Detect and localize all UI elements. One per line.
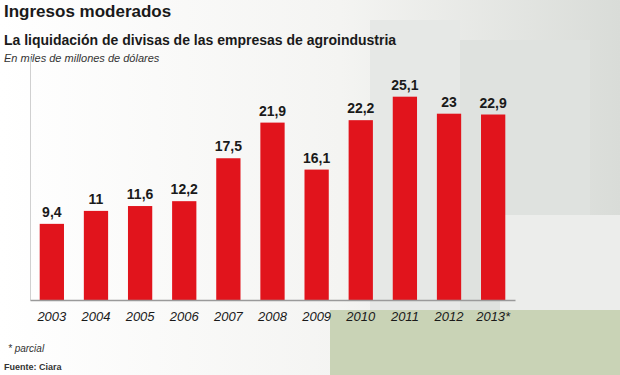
y-axis: [30, 58, 31, 301]
subtitle: La liquidación de divisas de las empresa…: [4, 32, 396, 48]
background: [0, 0, 620, 375]
x-axis-line: [31, 300, 516, 302]
bar: [304, 170, 328, 300]
data-labels: 9,4 11 11,6 12,2 17,5 21,9 16,1 22,2 25,1 23 22,9: [42, 77, 507, 220]
y-axis-line: [30, 58, 31, 301]
x-tick-label: 2008: [257, 309, 288, 324]
data-label: 9,4: [42, 204, 62, 220]
bar: [393, 97, 417, 300]
x-tick-label: 2004: [81, 309, 111, 324]
bar: [349, 120, 373, 300]
y-axis-label: En miles de millones de dólares: [4, 52, 160, 64]
data-label: 23: [441, 94, 457, 110]
x-tick: 2009: [301, 309, 331, 324]
x-tick-label: 2009: [301, 309, 331, 324]
x-tick: 2011: [390, 309, 419, 324]
x-tick-label: 2013*: [475, 309, 511, 324]
bar: [260, 123, 284, 300]
x-tick: 2013*: [475, 309, 511, 324]
x-tick-label: 2011: [390, 309, 419, 324]
x-tick-label: 2006: [169, 309, 200, 324]
x-tick: 2004: [81, 309, 111, 324]
background-building: [330, 20, 620, 375]
bar: [128, 206, 152, 300]
data-label: 11,6: [127, 186, 154, 202]
data-label: 16,1: [303, 150, 330, 166]
title: Ingresos moderados: [4, 2, 171, 21]
x-axis: 2003 2004 2005 2006 2007 2008 2009 2010 2011 2012…: [31, 301, 516, 325]
data-label: 22,2: [347, 100, 374, 116]
bar: [40, 224, 64, 300]
data-label: 12,2: [171, 181, 198, 197]
note: * parcial: [8, 343, 45, 354]
x-tick: 2005: [125, 309, 156, 324]
x-tick-label: 2007: [213, 309, 244, 324]
bar: [437, 114, 461, 300]
bar: [481, 115, 505, 300]
x-tick: 2012: [434, 309, 465, 324]
data-label: 21,9: [259, 103, 286, 119]
data-label: 11: [89, 191, 104, 207]
x-tick: 2008: [257, 309, 288, 324]
bar: [84, 211, 108, 300]
x-tick-label: 2012: [434, 309, 465, 324]
bars: [40, 97, 506, 300]
bar: [216, 158, 240, 300]
x-tick: 2010: [345, 309, 376, 324]
bar: [172, 201, 196, 300]
data-label: 25,1: [391, 77, 418, 93]
x-tick-label: 2003: [36, 309, 67, 324]
x-tick: 2006: [169, 309, 200, 324]
x-tick-label: 2005: [125, 309, 156, 324]
data-label: 22,9: [480, 95, 507, 111]
x-tick-label: 2010: [345, 309, 376, 324]
x-tick: 2007: [213, 309, 244, 324]
data-label: 17,5: [215, 138, 242, 154]
x-tick: 2003: [36, 309, 67, 324]
source: Fuente: Ciara: [4, 362, 63, 372]
